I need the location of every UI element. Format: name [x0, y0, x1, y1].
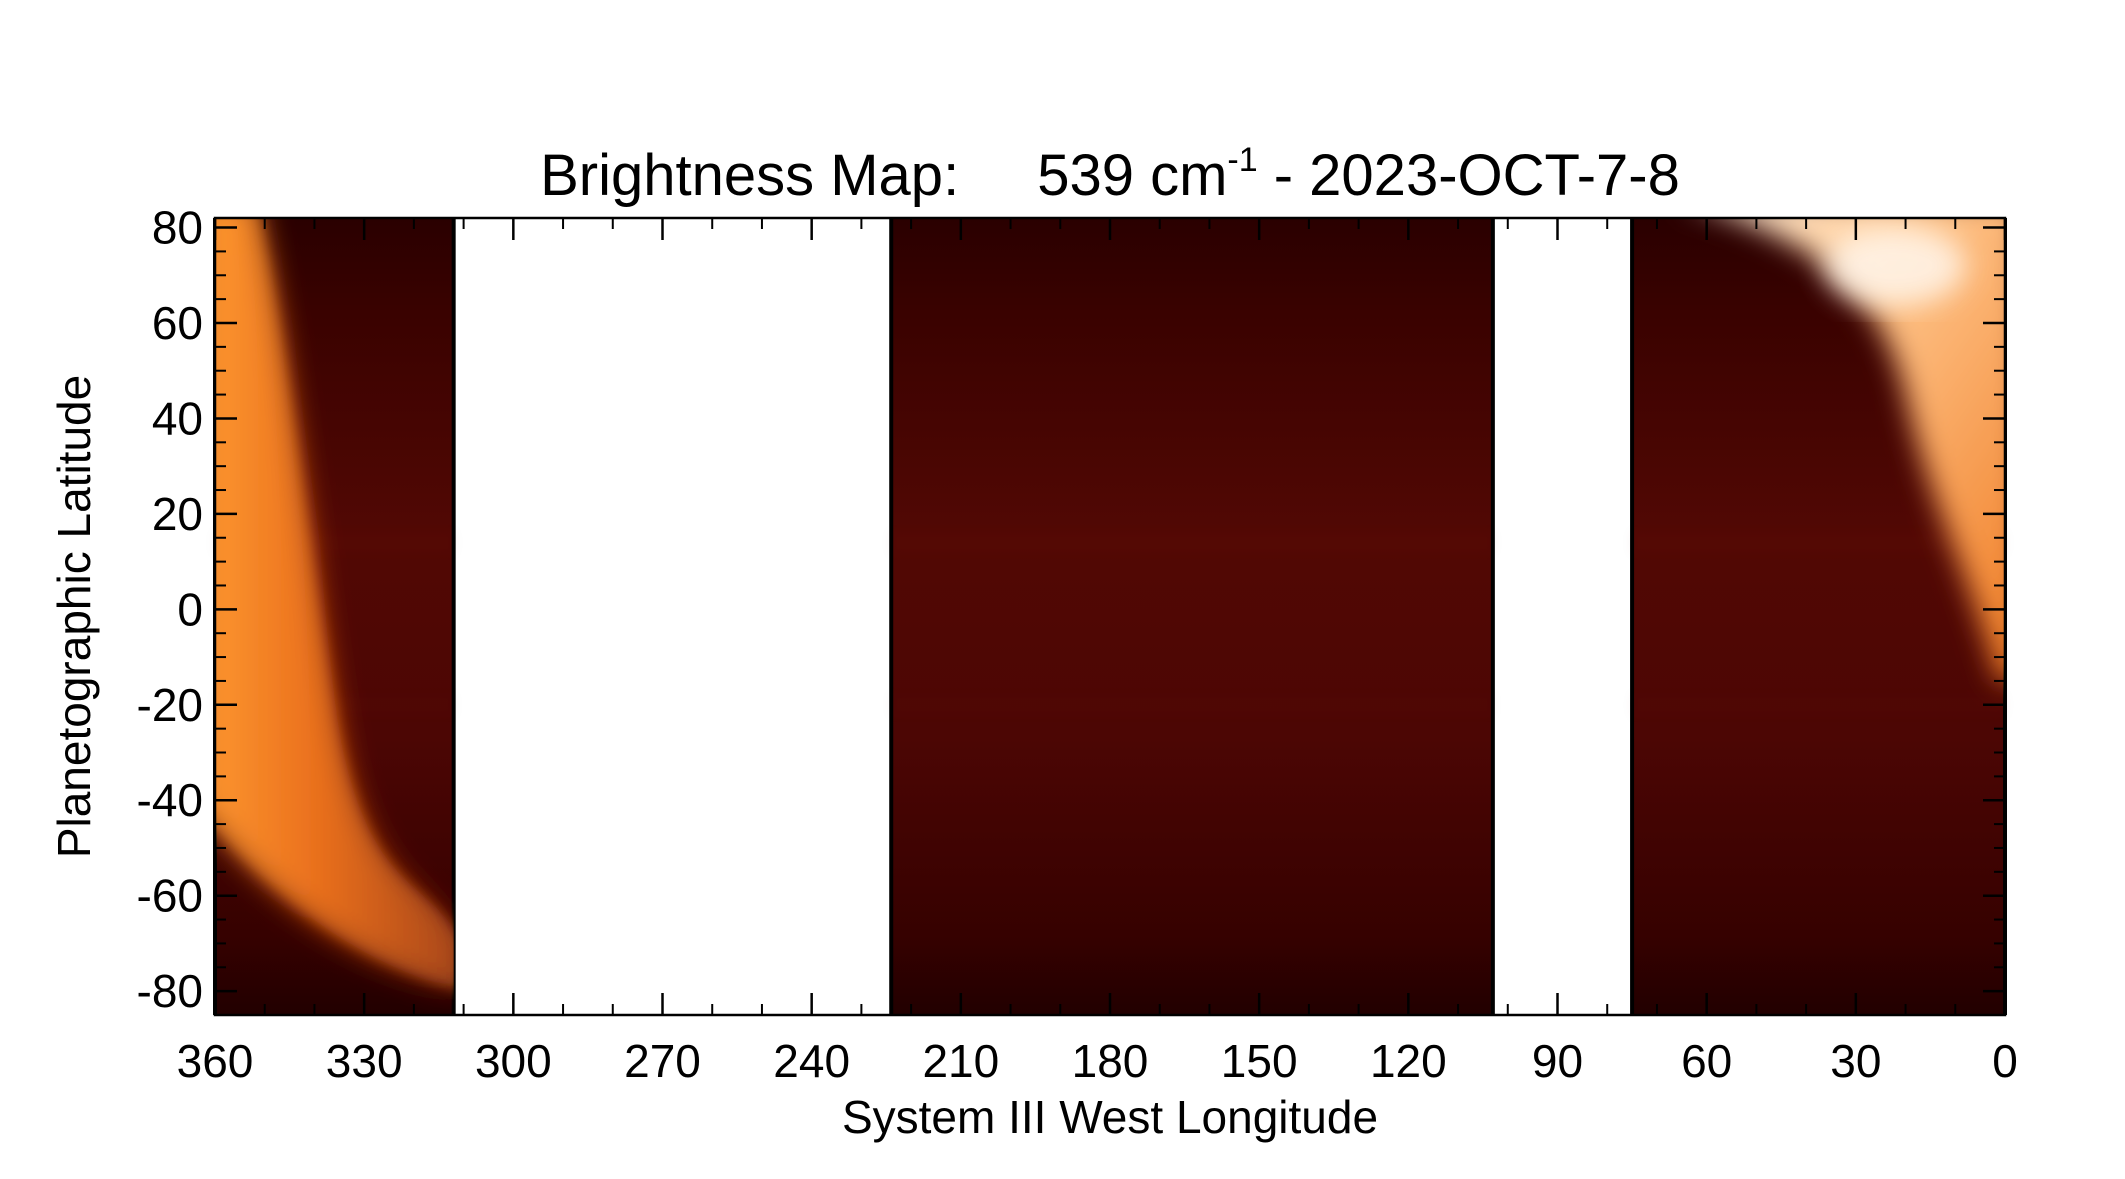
- x-tick-label: 330: [326, 1035, 403, 1087]
- y-tick-label: 0: [177, 583, 203, 635]
- title-suffix: - 2023-OCT-7-8: [1258, 143, 1680, 208]
- x-tick-label: 120: [1370, 1035, 1447, 1087]
- y-tick-labels: 80 60 40 20 0 -20 -40 -60 -80: [137, 202, 203, 1018]
- y-tick-label: -60: [137, 870, 203, 922]
- left-limb-core: [215, 218, 454, 989]
- band-2-1: [1632, 692, 2005, 717]
- x-tick-label: 60: [1681, 1035, 1732, 1087]
- band-2-0: [1632, 530, 2005, 555]
- axis-ticks: [213, 218, 2007, 1015]
- x-tick-label: 360: [177, 1035, 254, 1087]
- chart-title: Brightness Map: 539 cm-1 - 2023-OCT-7-8: [540, 141, 1680, 208]
- map-data-segments: [213, 218, 2007, 1015]
- title-exponent: -1: [1227, 141, 1257, 179]
- left-limb: [215, 218, 454, 989]
- x-tick-label: 90: [1532, 1035, 1583, 1087]
- y-tick-label: -20: [137, 679, 203, 731]
- band-1-0: [891, 530, 1493, 555]
- x-tick-label: 210: [922, 1035, 999, 1087]
- x-tick-labels: 360 330 300 270 240 210 180 150 120 90 60 30 0: [177, 1035, 2018, 1087]
- title-wavenumber: 539 cm: [1037, 143, 1227, 208]
- x-tick-label: 150: [1221, 1035, 1298, 1087]
- title-prefix: Brightness Map:: [540, 143, 959, 208]
- right-limb-hotspot: [1825, 225, 1966, 306]
- y-tick-label: -80: [137, 965, 203, 1017]
- y-axis-label: Planetographic Latitude: [48, 375, 100, 858]
- x-tick-label: 270: [624, 1035, 701, 1087]
- x-tick-label: 30: [1830, 1035, 1881, 1087]
- right-limb: [1738, 218, 2006, 681]
- band-1-1: [891, 692, 1493, 717]
- y-tick-label: 60: [152, 297, 203, 349]
- x-tick-label: 300: [475, 1035, 552, 1087]
- data-segment-1: [891, 218, 1493, 1015]
- y-tick-label: -40: [137, 774, 203, 826]
- x-tick-label: 240: [773, 1035, 850, 1087]
- bright-limb-regions: [215, 218, 2006, 989]
- right-limb-glow: [1738, 218, 2006, 681]
- y-tick-label: 20: [152, 488, 203, 540]
- y-tick-label: 80: [152, 202, 203, 254]
- x-tick-label: 0: [1992, 1035, 2018, 1087]
- x-axis-label: System III West Longitude: [842, 1091, 1378, 1143]
- y-tick-label: 40: [152, 392, 203, 444]
- x-tick-label: 180: [1072, 1035, 1149, 1087]
